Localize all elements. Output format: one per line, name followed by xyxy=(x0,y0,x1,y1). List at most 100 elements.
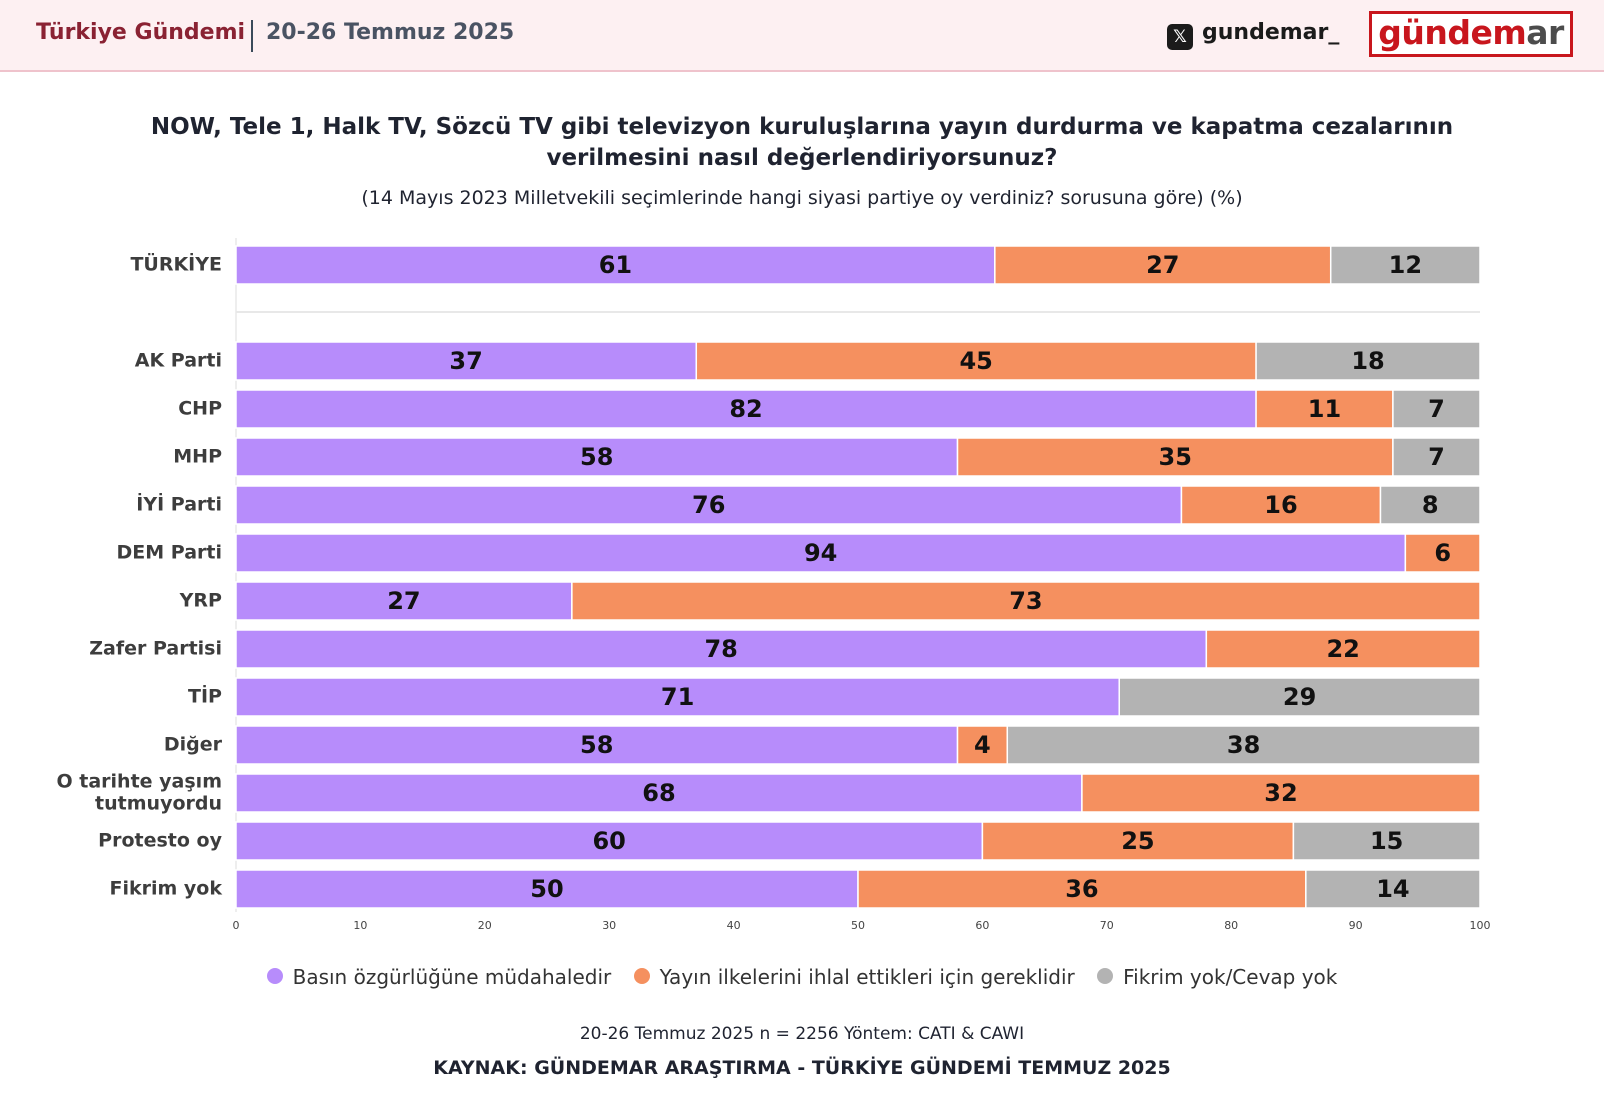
legend-dot-s2 xyxy=(633,968,650,984)
legend-item-s1: Basın özgürlüğüne müdahaledir xyxy=(266,964,612,989)
legend-label-s1: Basın özgürlüğüne müdahaledir xyxy=(292,964,612,989)
legend-label-s2: Yayın ilkelerini ihlal ettikleri için ge… xyxy=(659,964,1075,989)
x-tick-label: 80 xyxy=(1224,919,1238,932)
stacked-bar-chart: TÜRKİYE 61 27 12 AK Parti 37 45 18 CHP 82 11 7 MHP 58… xyxy=(57,238,1491,932)
data-label: 7 xyxy=(1428,395,1445,423)
legend-dot-s3 xyxy=(1097,968,1114,984)
bar-segment xyxy=(1255,341,1481,381)
bar-segment xyxy=(1292,821,1481,861)
category-label: İYİ Parti xyxy=(136,492,222,516)
category-label: Diğer xyxy=(164,734,223,756)
bar-segment xyxy=(857,869,1307,909)
header-bar: Türkiye Gündemi 20-26 Temmuz 2025 𝕏 gund… xyxy=(0,0,1604,72)
data-label: 76 xyxy=(692,491,725,519)
data-label: 12 xyxy=(1389,251,1422,279)
data-label: 73 xyxy=(1009,587,1042,615)
bar-segment xyxy=(1379,485,1481,525)
x-tick-label: 70 xyxy=(1100,919,1114,932)
data-label: 25 xyxy=(1121,827,1154,855)
category-label: TÜRKİYE xyxy=(130,252,222,276)
data-label: 8 xyxy=(1422,491,1439,519)
x-tick-label: 0 xyxy=(233,919,240,932)
category-label: Fikrim yok xyxy=(110,878,223,900)
x-logo-icon[interactable]: 𝕏 xyxy=(1167,24,1193,50)
data-label: 27 xyxy=(387,587,420,615)
category-label: tutmuyordu xyxy=(95,793,222,815)
data-label: 58 xyxy=(580,731,613,759)
x-tick-label: 40 xyxy=(727,919,741,932)
logo-tail-text: ar xyxy=(1526,13,1564,52)
logo-main-text: gündem xyxy=(1378,13,1527,52)
data-label: 38 xyxy=(1227,731,1260,759)
data-label: 11 xyxy=(1308,395,1341,423)
bar-segment xyxy=(1404,533,1481,573)
survey-meta: 20-26 Temmuz 2025 n = 2256 Yöntem: CATI … xyxy=(579,1024,1025,1044)
legend-dot-s1 xyxy=(266,968,283,984)
bar-segment xyxy=(235,677,1120,717)
series-name: Türkiye Gündemi xyxy=(36,20,246,45)
category-label: DEM Parti xyxy=(117,542,222,564)
data-label: 82 xyxy=(729,395,762,423)
bar-segment xyxy=(235,869,859,909)
bar-segment xyxy=(1205,629,1481,669)
bar-segment xyxy=(1180,485,1382,525)
gundemar-logo: gündemar xyxy=(1369,11,1573,57)
week-label: 20-26 Temmuz 2025 xyxy=(266,20,515,45)
category-label: TİP xyxy=(188,684,222,708)
x-tick-label: 50 xyxy=(851,919,865,932)
x-tick-label: 20 xyxy=(478,919,492,932)
data-label: 50 xyxy=(530,875,563,903)
bar-segment xyxy=(235,821,984,861)
bar-segment xyxy=(235,533,1407,573)
data-label: 32 xyxy=(1264,779,1297,807)
bar-segment xyxy=(1081,773,1481,813)
bar-segment xyxy=(1006,725,1481,765)
bar-segment xyxy=(1305,869,1481,909)
data-label: 16 xyxy=(1264,491,1297,519)
chart-legend: Basın özgürlüğüne müdahaledir Yayın ilke… xyxy=(0,963,1604,989)
bar-segment xyxy=(956,725,1009,765)
data-label: 36 xyxy=(1065,875,1098,903)
data-label: 78 xyxy=(704,635,737,663)
data-label: 61 xyxy=(599,251,632,279)
data-label: 6 xyxy=(1434,539,1451,567)
bar-segment xyxy=(994,245,1332,285)
bar-segment xyxy=(235,437,959,477)
data-label: 15 xyxy=(1370,827,1403,855)
legend-item-s3: Fikrim yok/Cevap yok xyxy=(1097,965,1337,989)
bar-segment xyxy=(235,581,573,621)
x-tick-label: 10 xyxy=(353,919,367,932)
data-label: 18 xyxy=(1351,347,1384,375)
category-label: O tarihte yaşım xyxy=(57,771,223,793)
legend-label-s3: Fikrim yok/Cevap yok xyxy=(1123,964,1338,989)
bar-segment xyxy=(235,773,1083,813)
bar-segment xyxy=(235,389,1257,429)
data-label: 37 xyxy=(449,347,482,375)
x-tick-label: 90 xyxy=(1349,919,1363,932)
data-label: 94 xyxy=(804,539,837,567)
category-label: Zafer Partisi xyxy=(89,638,222,660)
data-label: 45 xyxy=(959,347,992,375)
data-label: 7 xyxy=(1428,443,1445,471)
category-label: Protesto oy xyxy=(98,830,222,852)
data-label: 27 xyxy=(1146,251,1179,279)
bar-segment xyxy=(981,821,1295,861)
category-label: AK Parti xyxy=(135,350,222,372)
data-label: 35 xyxy=(1159,443,1192,471)
source-line: KAYNAK: GÜNDEMAR ARAŞTIRMA - TÜRKİYE GÜN… xyxy=(433,1057,1171,1079)
bar-segment xyxy=(235,341,698,381)
x-tick-label: 60 xyxy=(975,919,989,932)
chart-title: NOW, Tele 1, Halk TV, Sözcü TV gibi tele… xyxy=(150,114,1454,171)
bar-segment xyxy=(1329,245,1481,285)
bar-segment xyxy=(571,581,1481,621)
legend-item-s2: Yayın ilkelerini ihlal ettikleri için ge… xyxy=(633,964,1075,989)
data-label: 58 xyxy=(580,443,613,471)
social-handle[interactable]: gundemar_ xyxy=(1202,20,1340,45)
x-tick-label: 100 xyxy=(1470,919,1491,932)
chart-subtitle: (14 Mayıs 2023 Milletvekili seçimlerinde… xyxy=(361,187,1243,209)
category-label: YRP xyxy=(179,590,222,612)
data-label: 71 xyxy=(661,683,694,711)
data-label: 22 xyxy=(1326,635,1359,663)
x-tick-label: 30 xyxy=(602,919,616,932)
header-divider xyxy=(251,20,253,52)
